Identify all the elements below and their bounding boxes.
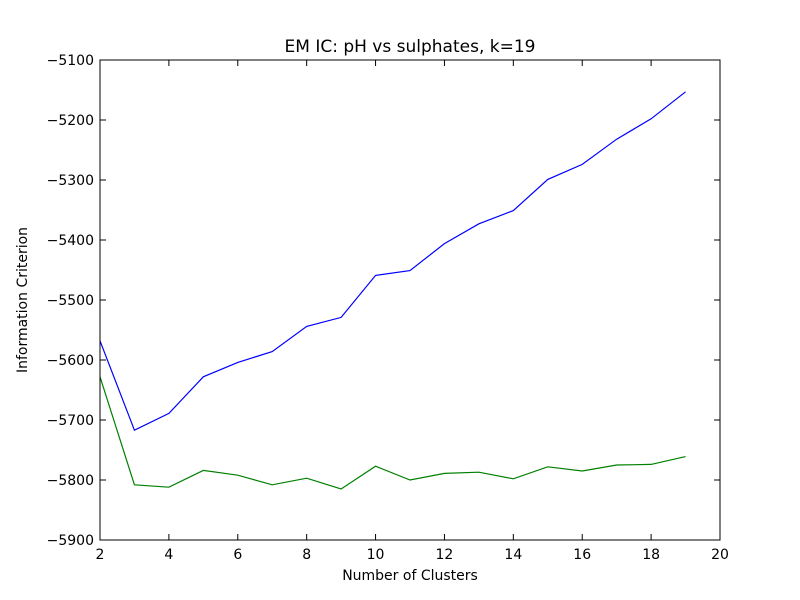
x-tick-label: 20 xyxy=(711,547,729,563)
x-tick-label: 12 xyxy=(436,547,454,563)
x-tick-label: 18 xyxy=(642,547,660,563)
y-tick-label: −5800 xyxy=(47,473,94,489)
plot-frame xyxy=(99,59,721,541)
y-tick-label: −5600 xyxy=(47,353,94,369)
y-tick-label: −5400 xyxy=(47,233,94,249)
series-line-2 xyxy=(99,376,686,490)
y-tick-label: −5100 xyxy=(47,53,94,69)
series-layer xyxy=(99,91,686,490)
x-tick-label: 2 xyxy=(96,547,105,563)
x-tick-label: 14 xyxy=(504,547,522,563)
x-tick-label: 6 xyxy=(233,547,242,563)
tick-layer: 2 4 6 8 10 12 14 16 18 20 −5100 −5200 −5300 −5400 −550… xyxy=(47,53,729,563)
y-tick-label: −5200 xyxy=(47,113,94,129)
y-tick-label: −5700 xyxy=(47,413,94,429)
chart-title: EM IC: pH vs sulphates, k=19 xyxy=(285,37,536,57)
x-tick-label: 8 xyxy=(302,547,311,563)
x-tick-label: 16 xyxy=(573,547,591,563)
x-tick-label: 4 xyxy=(164,547,173,563)
x-axis-label: Number of Clusters xyxy=(342,568,478,584)
series-line-1 xyxy=(99,91,686,432)
y-tick-label: −5900 xyxy=(47,533,94,549)
y-axis-label: Information Criterion xyxy=(15,227,31,373)
x-tick-label: 10 xyxy=(367,547,385,563)
y-tick-label: −5300 xyxy=(47,173,94,189)
y-tick-label: −5500 xyxy=(47,293,94,309)
